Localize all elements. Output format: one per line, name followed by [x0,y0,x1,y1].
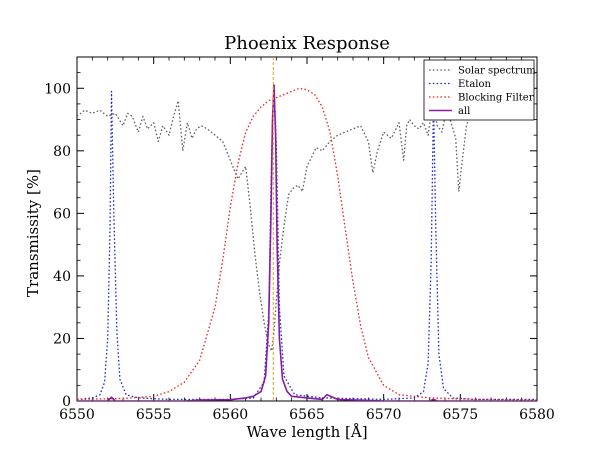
x-tick-label: 6575 [443,407,479,423]
series-layer [77,57,537,401]
y-tick-label: 20 [53,331,71,347]
x-tick-label: 6555 [136,407,172,423]
y-tick-label: 40 [53,269,71,285]
legend-label: Blocking Filter [458,93,534,104]
chart-title: Phoenix Response [224,33,390,54]
y-tick-label: 80 [53,144,71,160]
legend-label: Solar spectrum [458,66,536,77]
series-line-solar-spectrum [77,100,472,352]
legend: Solar spectrum Etalon Blocking Filter all [423,59,536,121]
series-line-etalon [77,84,537,401]
x-tick-label: 6565 [289,407,325,423]
y-tick-label: 0 [62,394,71,410]
legend-label: Etalon [458,79,491,90]
legend-label: all [458,106,470,117]
y-tick-label: 100 [44,81,71,97]
series-line-blocking-filter [77,87,537,401]
x-tick-label: 6550 [59,407,95,423]
plot-area: 6550 6555 6560 6565 6570 6575 6580 0 20 40 60 80 100 [44,56,555,423]
x-axis-title: Wave length [Å] [246,423,367,441]
y-axis-title: Transmissity [%] [24,169,42,297]
x-tick-label: 6570 [366,407,402,423]
y-tick-label: 60 [53,206,71,222]
x-tick-label: 6580 [519,407,555,423]
x-tick-label: 6560 [213,407,249,423]
series-line-all [77,84,537,401]
